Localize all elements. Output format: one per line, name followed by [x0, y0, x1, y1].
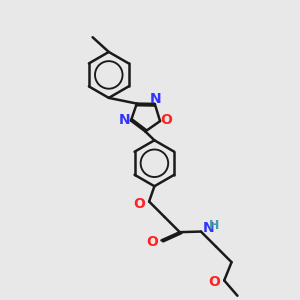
Text: O: O — [147, 236, 158, 250]
Text: O: O — [160, 113, 172, 127]
Text: N: N — [119, 113, 130, 127]
Text: H: H — [209, 219, 219, 232]
Text: O: O — [134, 196, 146, 211]
Text: N: N — [150, 92, 161, 106]
Text: O: O — [208, 275, 220, 289]
Text: N: N — [202, 221, 214, 235]
